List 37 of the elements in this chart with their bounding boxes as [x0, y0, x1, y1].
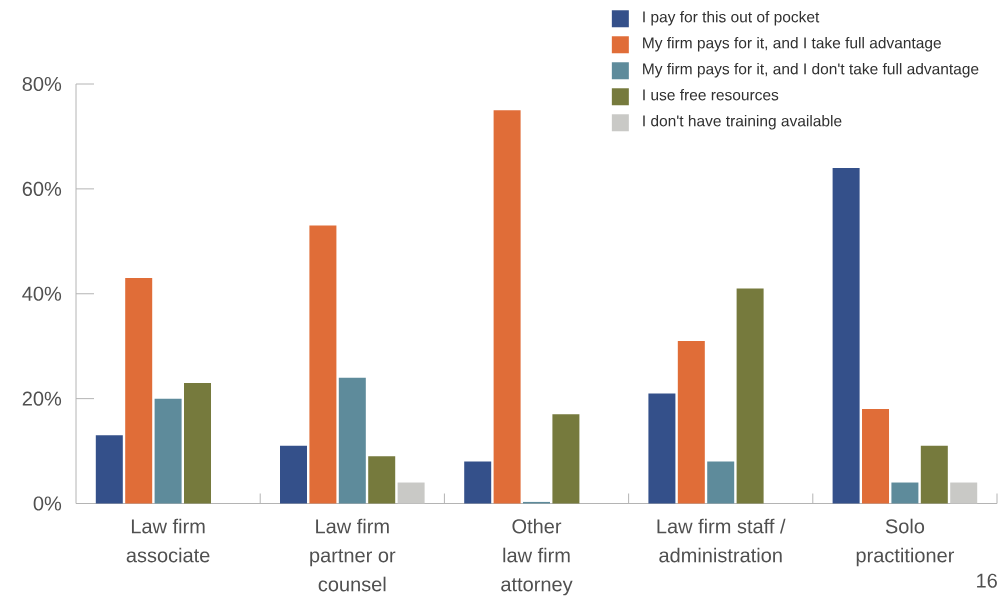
- bar: [552, 414, 580, 504]
- y-tick-label: 60%: [22, 181, 62, 196]
- bar: [891, 482, 919, 504]
- bar: [920, 445, 948, 504]
- x-tick-label: Law firm partner or counsel: [310, 518, 396, 592]
- legend-label: I use free resources: [643, 89, 779, 101]
- bar: [125, 278, 153, 504]
- bar: [950, 482, 978, 504]
- x-tick-label: Law firm staff / administration: [657, 518, 786, 563]
- bar: [154, 398, 182, 504]
- legend-label: I pay for this out of pocket: [643, 11, 820, 26]
- bar: [832, 167, 860, 504]
- text: 16: [977, 573, 997, 588]
- bar: [707, 461, 735, 504]
- y-tick-label: 0%: [33, 496, 62, 511]
- x-tick-label: Other law firm attorney: [501, 518, 573, 596]
- bar: [648, 393, 676, 504]
- bar: [397, 482, 425, 504]
- bar: [309, 225, 337, 504]
- y-tick-label: 40%: [22, 286, 62, 301]
- y-tick-label: 20%: [22, 391, 62, 406]
- bar: [736, 288, 764, 504]
- bar: [184, 382, 211, 504]
- y-tick-label: 80%: [22, 76, 62, 92]
- x-tick-label: Law firm associate: [126, 518, 210, 563]
- bar: [862, 409, 890, 504]
- legend-label: My firm pays for it, and I don't take full advantage: [643, 63, 979, 78]
- bar: [280, 445, 307, 504]
- bar: [95, 435, 123, 504]
- bar: [464, 461, 492, 504]
- legend-label: My firm pays for it, and I take full advantage: [643, 37, 941, 52]
- bar: [338, 377, 366, 504]
- bar: [493, 110, 521, 504]
- bar: [368, 456, 396, 504]
- x-tick-label: Solo practitioner: [856, 518, 955, 567]
- legend-label: I don't have training available: [643, 115, 842, 130]
- bar: [677, 340, 705, 504]
